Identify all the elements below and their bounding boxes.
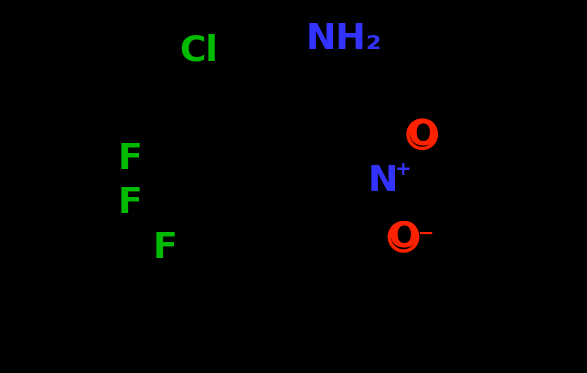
Text: Cl: Cl [179, 33, 218, 68]
Text: +: + [395, 160, 412, 179]
Text: O: O [407, 117, 437, 151]
Text: −: − [418, 224, 434, 242]
Text: F: F [118, 186, 143, 220]
Text: F: F [118, 141, 143, 176]
Text: O: O [388, 220, 419, 254]
Text: F: F [153, 231, 177, 265]
Text: NH₂: NH₂ [306, 22, 382, 56]
Text: N: N [368, 164, 398, 198]
